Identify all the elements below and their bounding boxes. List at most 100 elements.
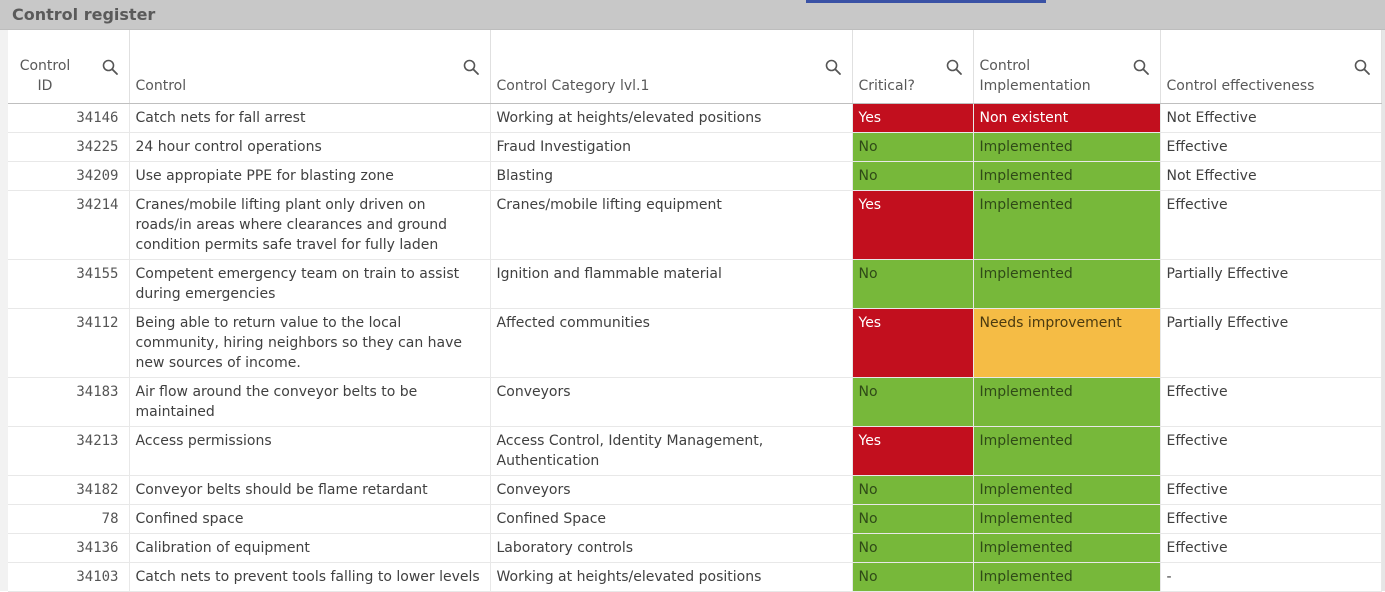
table-row[interactable]: 34213 Access permissions Access Control,… <box>8 426 1382 476</box>
category-cell[interactable]: Blasting <box>490 161 853 191</box>
effectiveness-cell[interactable]: - <box>1160 562 1382 592</box>
column-header-label: Control <box>135 77 187 94</box>
critical-cell[interactable]: No <box>852 562 974 592</box>
control-id-cell[interactable]: 34225 <box>8 132 130 162</box>
control-cell[interactable]: 24 hour control operations <box>129 132 491 162</box>
category-cell[interactable]: Working at heights/elevated positions <box>490 562 853 592</box>
search-icon[interactable] <box>824 58 842 76</box>
control-cell[interactable]: Use appropiate PPE for blasting zone <box>129 161 491 191</box>
column-header-control[interactable]: Control <box>129 30 491 104</box>
critical-cell[interactable]: No <box>852 161 974 191</box>
control-id-cell[interactable]: 34183 <box>8 377 130 427</box>
implementation-cell[interactable]: Implemented <box>973 161 1161 191</box>
category-cell[interactable]: Laboratory controls <box>490 533 853 563</box>
effectiveness-cell[interactable]: Effective <box>1160 475 1382 505</box>
table-row[interactable]: 34225 24 hour control operations Fraud I… <box>8 132 1382 162</box>
implementation-cell[interactable]: Implemented <box>973 504 1161 534</box>
implementation-cell[interactable]: Needs improvement <box>973 308 1161 378</box>
effectiveness-cell[interactable]: Effective <box>1160 190 1382 260</box>
column-header-control-effectiveness[interactable]: Control effectiveness <box>1160 30 1382 104</box>
table-row[interactable]: 34183 Air flow around the conveyor belts… <box>8 377 1382 427</box>
category-cell[interactable]: Conveyors <box>490 377 853 427</box>
header-row: Control ID Control Control Category lvl.… <box>8 30 1382 104</box>
critical-cell[interactable]: No <box>852 504 974 534</box>
table-row[interactable]: 34103 Catch nets to prevent tools fallin… <box>8 562 1382 592</box>
table-row[interactable]: 78 Confined space Confined Space No Impl… <box>8 504 1382 534</box>
implementation-cell[interactable]: Implemented <box>973 562 1161 592</box>
critical-cell[interactable]: No <box>852 377 974 427</box>
control-id-cell[interactable]: 34182 <box>8 475 130 505</box>
effectiveness-cell[interactable]: Not Effective <box>1160 161 1382 191</box>
effectiveness-cell[interactable]: Partially Effective <box>1160 308 1382 378</box>
critical-cell[interactable]: No <box>852 132 974 162</box>
implementation-cell[interactable]: Implemented <box>973 132 1161 162</box>
critical-cell[interactable]: No <box>852 475 974 505</box>
table-row[interactable]: 34146 Catch nets for fall arrest Working… <box>8 103 1382 133</box>
implementation-cell[interactable]: Implemented <box>973 475 1161 505</box>
implementation-cell[interactable]: Implemented <box>973 533 1161 563</box>
control-id-cell[interactable]: 34112 <box>8 308 130 378</box>
table-row[interactable]: 34112 Being able to return value to the … <box>8 308 1382 378</box>
column-header-control-id[interactable]: Control ID <box>8 30 130 104</box>
table-row[interactable]: 34182 Conveyor belts should be flame ret… <box>8 475 1382 505</box>
control-cell[interactable]: Competent emergency team on train to ass… <box>129 259 491 309</box>
category-cell[interactable]: Ignition and flammable material <box>490 259 853 309</box>
control-cell[interactable]: Confined space <box>129 504 491 534</box>
effectiveness-cell[interactable]: Not Effective <box>1160 103 1382 133</box>
table-row[interactable]: 34136 Calibration of equipment Laborator… <box>8 533 1382 563</box>
control-cell[interactable]: Being able to return value to the local … <box>129 308 491 378</box>
scrollbar[interactable] <box>1381 30 1385 591</box>
effectiveness-cell[interactable]: Partially Effective <box>1160 259 1382 309</box>
critical-cell[interactable]: Yes <box>852 308 974 378</box>
effectiveness-cell[interactable]: Effective <box>1160 504 1382 534</box>
search-icon[interactable] <box>462 58 480 76</box>
control-id-cell[interactable]: 78 <box>8 504 130 534</box>
category-cell[interactable]: Working at heights/elevated positions <box>490 103 853 133</box>
control-id-cell[interactable]: 34136 <box>8 533 130 563</box>
control-id-cell[interactable]: 34146 <box>8 103 130 133</box>
search-icon[interactable] <box>945 58 963 76</box>
critical-cell[interactable]: No <box>852 533 974 563</box>
category-cell[interactable]: Confined Space <box>490 504 853 534</box>
search-icon[interactable] <box>1132 58 1150 76</box>
implementation-cell[interactable]: Non existent <box>973 103 1161 133</box>
control-cell[interactable]: Access permissions <box>129 426 491 476</box>
control-cell[interactable]: Cranes/mobile lifting plant only driven … <box>129 190 491 260</box>
category-cell[interactable]: Access Control, Identity Management, Aut… <box>490 426 853 476</box>
table-row[interactable]: 34214 Cranes/mobile lifting plant only d… <box>8 190 1382 260</box>
control-cell[interactable]: Conveyor belts should be flame retardant <box>129 475 491 505</box>
search-icon[interactable] <box>101 58 119 76</box>
critical-cell[interactable]: No <box>852 259 974 309</box>
critical-cell[interactable]: Yes <box>852 190 974 260</box>
effectiveness-cell[interactable]: Effective <box>1160 132 1382 162</box>
column-header-control-category[interactable]: Control Category lvl.1 <box>490 30 853 104</box>
control-cell[interactable]: Air flow around the conveyor belts to be… <box>129 377 491 427</box>
column-header-label: Control effectiveness <box>1166 77 1315 94</box>
control-cell[interactable]: Catch nets for fall arrest <box>129 103 491 133</box>
column-header-control-implementation[interactable]: Control Implementation <box>973 30 1161 104</box>
effectiveness-cell[interactable]: Effective <box>1160 533 1382 563</box>
table-row[interactable]: 34155 Competent emergency team on train … <box>8 259 1382 309</box>
effectiveness-cell[interactable]: Effective <box>1160 426 1382 476</box>
control-id-cell[interactable]: 34209 <box>8 161 130 191</box>
implementation-cell[interactable]: Implemented <box>973 426 1161 476</box>
implementation-cell[interactable]: Implemented <box>973 377 1161 427</box>
category-cell[interactable]: Conveyors <box>490 475 853 505</box>
control-id-cell[interactable]: 34103 <box>8 562 130 592</box>
implementation-cell[interactable]: Implemented <box>973 259 1161 309</box>
implementation-cell[interactable]: Implemented <box>973 190 1161 260</box>
control-cell[interactable]: Catch nets to prevent tools falling to l… <box>129 562 491 592</box>
control-cell[interactable]: Calibration of equipment <box>129 533 491 563</box>
effectiveness-cell[interactable]: Effective <box>1160 377 1382 427</box>
critical-cell[interactable]: Yes <box>852 103 974 133</box>
column-header-critical[interactable]: Critical? <box>852 30 974 104</box>
table-row[interactable]: 34209 Use appropiate PPE for blasting zo… <box>8 161 1382 191</box>
control-id-cell[interactable]: 34155 <box>8 259 130 309</box>
search-icon[interactable] <box>1353 58 1371 76</box>
control-id-cell[interactable]: 34214 <box>8 190 130 260</box>
category-cell[interactable]: Affected communities <box>490 308 853 378</box>
category-cell[interactable]: Fraud Investigation <box>490 132 853 162</box>
critical-cell[interactable]: Yes <box>852 426 974 476</box>
category-cell[interactable]: Cranes/mobile lifting equipment <box>490 190 853 260</box>
control-id-cell[interactable]: 34213 <box>8 426 130 476</box>
